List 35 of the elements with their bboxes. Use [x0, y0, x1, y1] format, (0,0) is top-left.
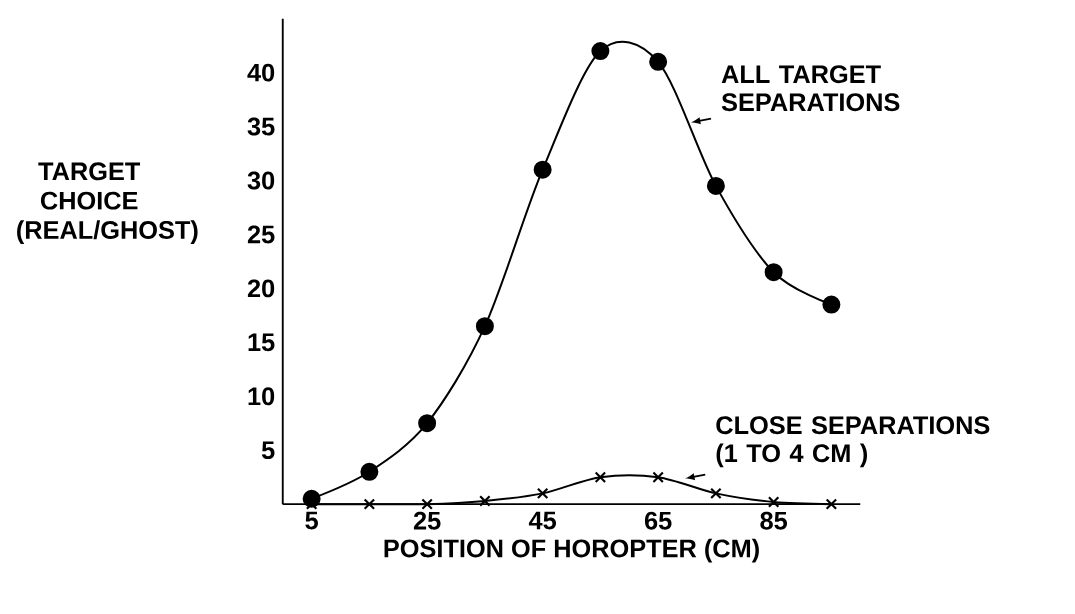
x-tick-label: 5 [305, 511, 318, 530]
y-tick-label: 40 [247, 63, 275, 82]
y-tick-label: 30 [247, 171, 275, 190]
point [594, 471, 607, 484]
point [767, 496, 780, 509]
x-axis-title: POSITION OF HOROPTER (CM) [384, 539, 759, 563]
x-tick-label: 45 [528, 511, 557, 530]
point [536, 487, 549, 500]
y-axis-title: TARGET CHOICE (REAL/GHOST) [17, 162, 198, 245]
x-tick-label: 25 [413, 511, 441, 530]
y-tick-label: 20 [247, 279, 275, 298]
point [652, 471, 664, 484]
point [360, 463, 379, 482]
point [591, 42, 610, 61]
point [706, 177, 725, 196]
y-tick-label: 5 [261, 441, 275, 460]
x-tick-label: 65 [644, 511, 672, 530]
annotation: CLOSE SEPARATIONS (1 TO 4 CM ) [716, 416, 990, 468]
point [649, 53, 668, 72]
y-tick-label: 15 [248, 333, 275, 352]
annotation: ALL TARGET SEPARATIONS [721, 65, 900, 112]
point [475, 317, 494, 336]
y-tick-label: 35 [247, 117, 275, 136]
point [710, 487, 722, 500]
point [533, 160, 552, 179]
point [418, 414, 437, 433]
point [421, 498, 433, 511]
point [479, 495, 491, 507]
point [822, 295, 841, 314]
y-tick-label: 25 [247, 225, 275, 244]
x-tick-label: 85 [760, 511, 788, 530]
point [764, 263, 783, 282]
point [363, 498, 376, 511]
y-tick-label: 10 [248, 387, 275, 406]
point [825, 498, 838, 511]
